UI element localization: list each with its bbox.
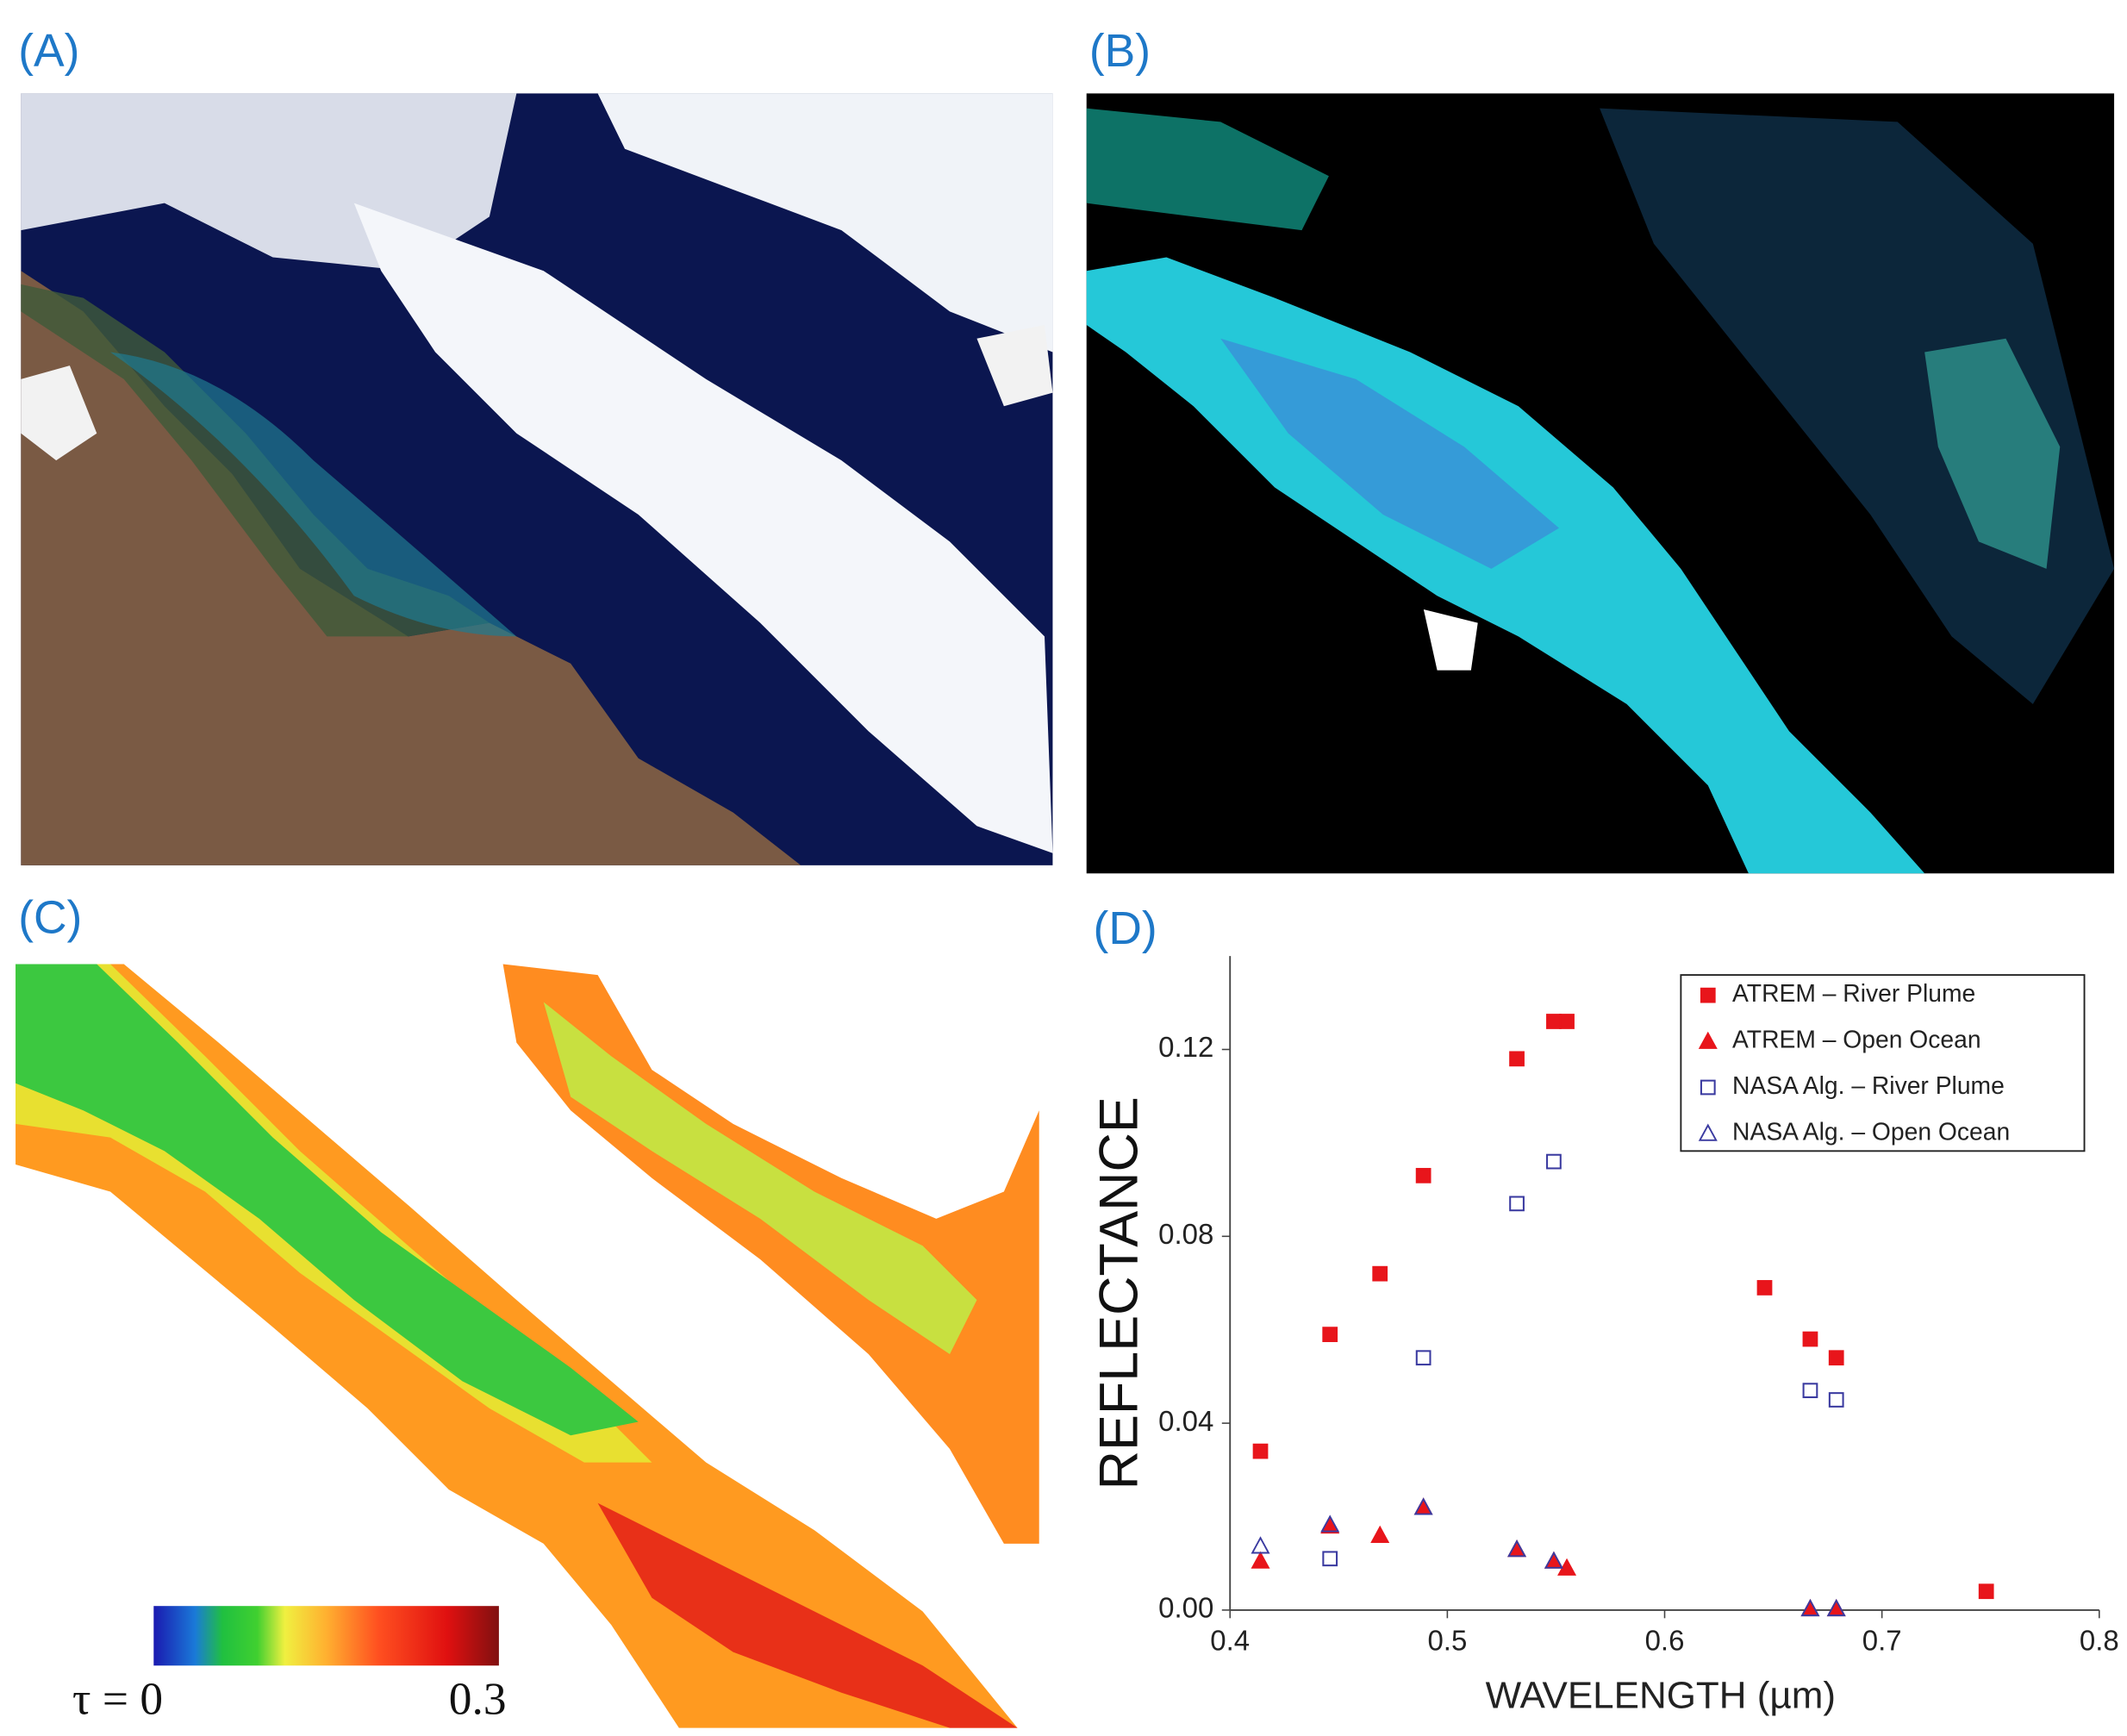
marker-triangle <box>1320 1514 1340 1533</box>
marker-square <box>1802 1383 1818 1399</box>
marker-square <box>1372 1265 1388 1282</box>
legend-label: NASA Alg. – River Plume <box>1732 1071 2005 1099</box>
marker-square <box>1509 1196 1525 1212</box>
marker-square <box>1802 1331 1818 1347</box>
marker-square <box>1978 1583 1994 1600</box>
marker-square <box>1828 1350 1844 1366</box>
legend-label: NASA Alg. – Open Ocean <box>1732 1117 2010 1145</box>
marker-square <box>1546 1014 1562 1029</box>
marker-triangle <box>1544 1551 1563 1569</box>
legend-marker <box>1698 1031 1718 1049</box>
legend-box <box>1680 974 2086 1152</box>
image-c <box>16 964 1039 1728</box>
y-tick-label: 0.12 <box>1158 1031 1213 1063</box>
legend-label: ATREM – Open Ocean <box>1732 1026 1981 1053</box>
panel-label: (C) <box>18 892 82 943</box>
legend-marker <box>1700 1079 1716 1096</box>
marker-triangle <box>1507 1539 1527 1558</box>
y-tick-label: 0.04 <box>1158 1405 1213 1437</box>
x-tick-label: 0.6 <box>1645 1624 1685 1656</box>
marker-triangle <box>1370 1525 1390 1543</box>
marker-square <box>1252 1443 1269 1459</box>
marker-triangle <box>1251 1536 1270 1554</box>
marker-triangle <box>1826 1598 1846 1617</box>
marker-triangle <box>1800 1598 1820 1617</box>
marker-triangle <box>1557 1558 1577 1576</box>
colorbar <box>153 1606 499 1666</box>
marker-triangle <box>1544 1551 1563 1569</box>
marker-square <box>1415 1350 1432 1366</box>
marker-square <box>1322 1551 1338 1567</box>
image-a <box>21 93 1053 865</box>
colorbar-max-label: 0.3 <box>449 1673 507 1725</box>
panel-label: (D) <box>1094 903 1157 954</box>
panel-label: (A) <box>18 26 79 77</box>
legend-label: ATREM – River Plume <box>1732 979 1975 1007</box>
legend-marker <box>1698 1123 1718 1141</box>
marker-triangle <box>1413 1497 1433 1515</box>
legend-marker <box>1700 987 1716 1003</box>
y-axis-label: REFLECTANCE <box>1089 1096 1150 1489</box>
marker-triangle <box>1413 1497 1433 1515</box>
x-axis-label: WAVELENGTH (µm) <box>1486 1675 1836 1717</box>
marker-square <box>1546 1153 1562 1170</box>
marker-square <box>1415 1167 1432 1183</box>
marker-square <box>1322 1327 1338 1343</box>
marker-triangle <box>1251 1551 1270 1569</box>
marker-triangle <box>1800 1598 1820 1617</box>
marker-square <box>1559 1014 1575 1029</box>
x-tick-label: 0.4 <box>1210 1624 1250 1656</box>
x-tick-label: 0.8 <box>2080 1624 2119 1656</box>
y-tick-label: 0.08 <box>1158 1218 1213 1250</box>
x-tick-label: 0.7 <box>1862 1624 1902 1656</box>
y-tick-label: 0.00 <box>1158 1592 1213 1624</box>
marker-triangle <box>1507 1539 1527 1558</box>
marker-square <box>1756 1280 1773 1296</box>
x-tick-label: 0.5 <box>1427 1624 1467 1656</box>
image-b <box>1086 93 2115 874</box>
panel-label: (B) <box>1089 26 1151 77</box>
marker-triangle <box>1826 1598 1846 1617</box>
marker-square <box>1509 1051 1525 1067</box>
colorbar-min-label: τ = 0 <box>72 1673 163 1725</box>
marker-square <box>1828 1392 1844 1408</box>
